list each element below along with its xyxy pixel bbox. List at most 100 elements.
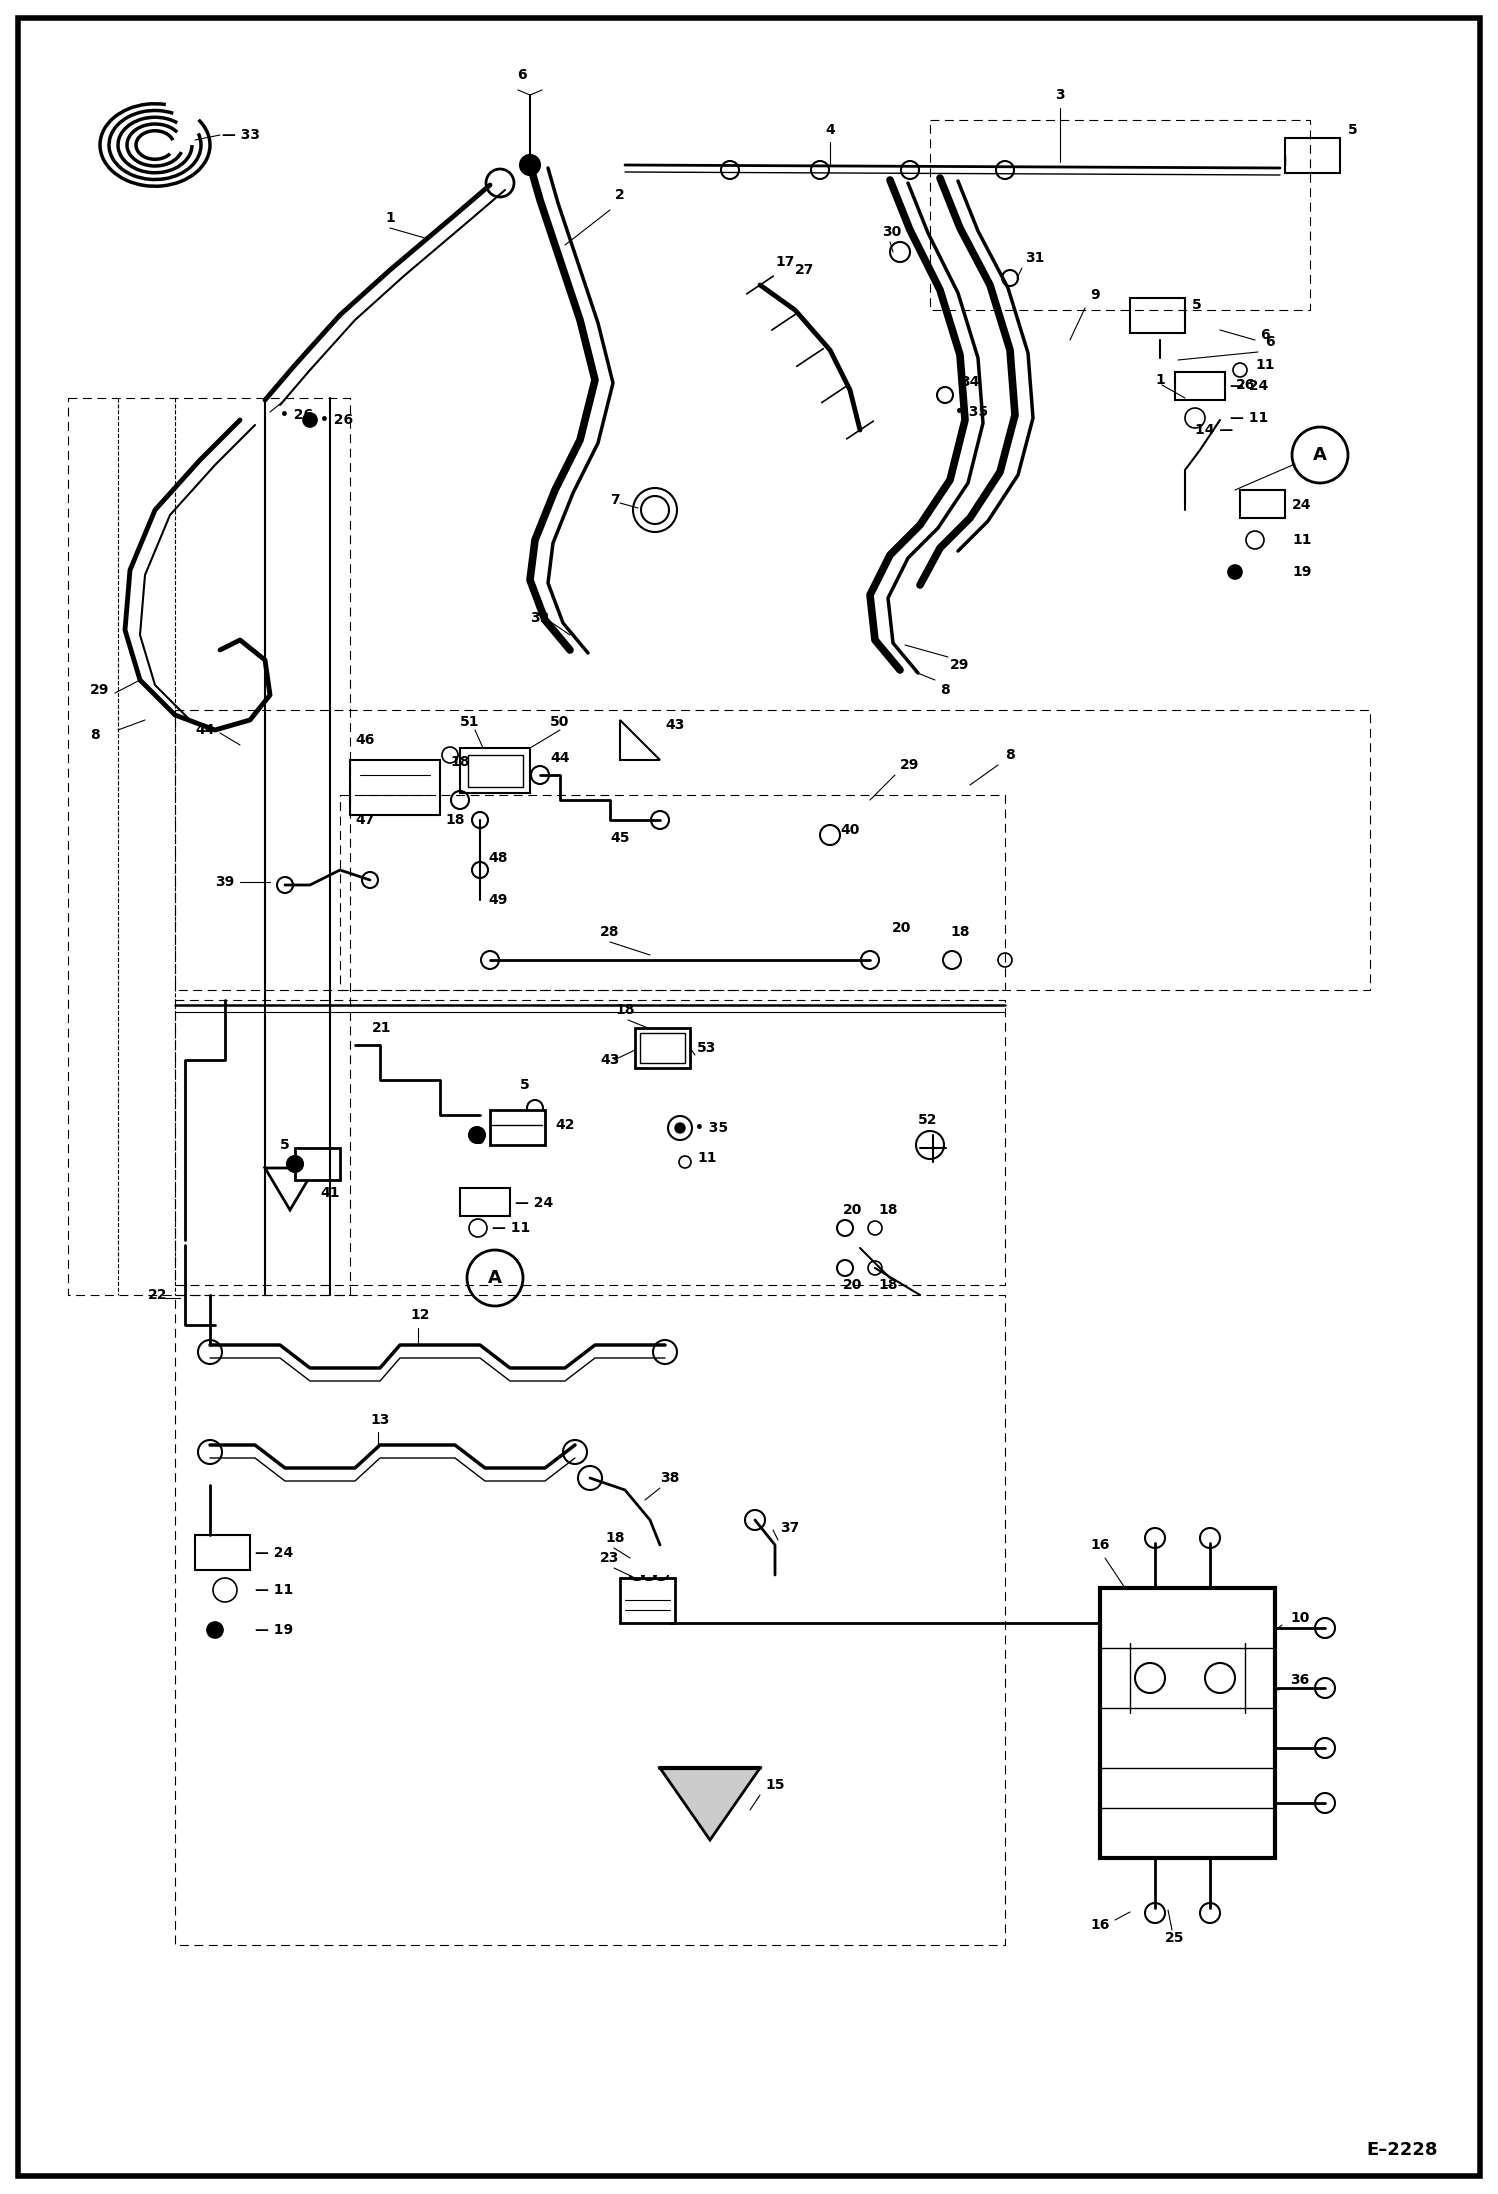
Text: E–2228: E–2228 xyxy=(1366,2141,1438,2159)
Text: 18: 18 xyxy=(878,1277,897,1292)
Text: 41: 41 xyxy=(321,1187,340,1200)
Text: 46: 46 xyxy=(355,733,374,746)
Text: 1: 1 xyxy=(385,211,395,226)
Text: • 26: • 26 xyxy=(280,408,313,421)
Text: 5: 5 xyxy=(520,1077,530,1093)
Text: — 24: — 24 xyxy=(255,1547,294,1560)
Text: 40: 40 xyxy=(840,823,860,836)
Text: 19: 19 xyxy=(1291,566,1311,579)
Text: — 24: — 24 xyxy=(1230,380,1269,393)
Text: 20: 20 xyxy=(891,921,911,935)
Text: 36: 36 xyxy=(1290,1674,1309,1687)
Bar xyxy=(1129,298,1185,333)
Text: 29: 29 xyxy=(900,757,920,772)
Text: 8: 8 xyxy=(90,728,100,742)
Text: 16: 16 xyxy=(1091,1918,1110,1933)
Text: 52: 52 xyxy=(918,1112,938,1128)
Text: 44: 44 xyxy=(195,724,214,737)
Text: — 19: — 19 xyxy=(255,1624,294,1637)
Text: 6: 6 xyxy=(1260,327,1270,342)
Text: 28: 28 xyxy=(601,926,620,939)
Text: 30: 30 xyxy=(882,226,902,239)
Text: 39: 39 xyxy=(216,875,234,889)
Text: 13: 13 xyxy=(370,1413,389,1426)
Text: 22: 22 xyxy=(148,1288,168,1301)
Text: 6: 6 xyxy=(517,68,527,81)
Text: 32: 32 xyxy=(530,610,550,625)
Circle shape xyxy=(288,1156,303,1172)
Text: 16: 16 xyxy=(1091,1538,1110,1551)
Text: 37: 37 xyxy=(780,1520,800,1536)
Text: 38: 38 xyxy=(661,1470,680,1485)
Text: 29: 29 xyxy=(950,658,969,671)
Text: 51: 51 xyxy=(460,715,479,728)
Text: 5: 5 xyxy=(475,1132,485,1147)
Bar xyxy=(295,1147,340,1180)
Text: — 11: — 11 xyxy=(1230,410,1269,426)
Text: 15: 15 xyxy=(765,1777,785,1792)
Text: 8: 8 xyxy=(1005,748,1014,761)
Text: 50: 50 xyxy=(550,715,569,728)
Text: A: A xyxy=(488,1268,502,1288)
Text: 9: 9 xyxy=(1091,287,1100,303)
Text: 23: 23 xyxy=(601,1551,619,1564)
Circle shape xyxy=(1228,566,1242,579)
Text: 44: 44 xyxy=(550,750,569,766)
Bar xyxy=(351,759,440,814)
Text: 48: 48 xyxy=(488,851,508,864)
Text: 8: 8 xyxy=(941,682,950,698)
Text: 17: 17 xyxy=(774,255,794,270)
Text: 7: 7 xyxy=(610,494,620,507)
Bar xyxy=(1285,138,1341,173)
Text: 11: 11 xyxy=(1291,533,1312,546)
Text: 27: 27 xyxy=(795,263,815,276)
Circle shape xyxy=(676,1123,685,1132)
Text: 4: 4 xyxy=(825,123,834,136)
Text: 49: 49 xyxy=(488,893,508,906)
Text: — 24: — 24 xyxy=(515,1196,553,1211)
Bar xyxy=(635,1029,691,1068)
Text: — 11: — 11 xyxy=(491,1222,530,1235)
Text: 11: 11 xyxy=(697,1152,716,1165)
Bar xyxy=(620,1577,676,1624)
Text: 20: 20 xyxy=(843,1277,863,1292)
Text: 29: 29 xyxy=(90,682,109,698)
Text: 5: 5 xyxy=(280,1139,289,1152)
Bar xyxy=(1174,373,1225,399)
Text: 6: 6 xyxy=(1264,336,1275,349)
Text: 10: 10 xyxy=(1290,1610,1309,1626)
Text: 2: 2 xyxy=(616,189,625,202)
Text: 12: 12 xyxy=(410,1308,430,1323)
Bar xyxy=(1100,1588,1275,1858)
Text: 18: 18 xyxy=(878,1202,897,1218)
Text: 43: 43 xyxy=(601,1053,619,1066)
Bar xyxy=(490,1110,545,1145)
Text: 18: 18 xyxy=(605,1531,625,1545)
Text: 18: 18 xyxy=(616,1003,635,1018)
Text: 43: 43 xyxy=(665,717,685,733)
Text: 47: 47 xyxy=(355,814,374,827)
Bar xyxy=(460,748,530,792)
Text: A: A xyxy=(1314,445,1327,463)
Text: 21: 21 xyxy=(372,1020,391,1036)
Text: • 35: • 35 xyxy=(956,406,989,419)
Text: — 11: — 11 xyxy=(255,1584,294,1597)
Bar xyxy=(640,1033,685,1064)
Text: — 33: — 33 xyxy=(222,127,261,143)
Text: • 35: • 35 xyxy=(695,1121,728,1134)
Circle shape xyxy=(520,156,539,176)
Bar xyxy=(1240,489,1285,518)
Text: 34: 34 xyxy=(960,375,980,388)
Text: 20: 20 xyxy=(843,1202,863,1218)
Bar xyxy=(195,1536,250,1571)
Text: 18: 18 xyxy=(449,755,469,770)
Text: 18: 18 xyxy=(950,926,969,939)
Text: 26: 26 xyxy=(1236,377,1255,393)
Text: 11: 11 xyxy=(1255,358,1275,373)
Text: 18: 18 xyxy=(445,814,464,827)
Text: 31: 31 xyxy=(1025,250,1044,265)
Polygon shape xyxy=(661,1768,759,1841)
Circle shape xyxy=(303,412,318,428)
Text: 42: 42 xyxy=(554,1119,575,1132)
Text: 14 —: 14 — xyxy=(1195,423,1233,437)
